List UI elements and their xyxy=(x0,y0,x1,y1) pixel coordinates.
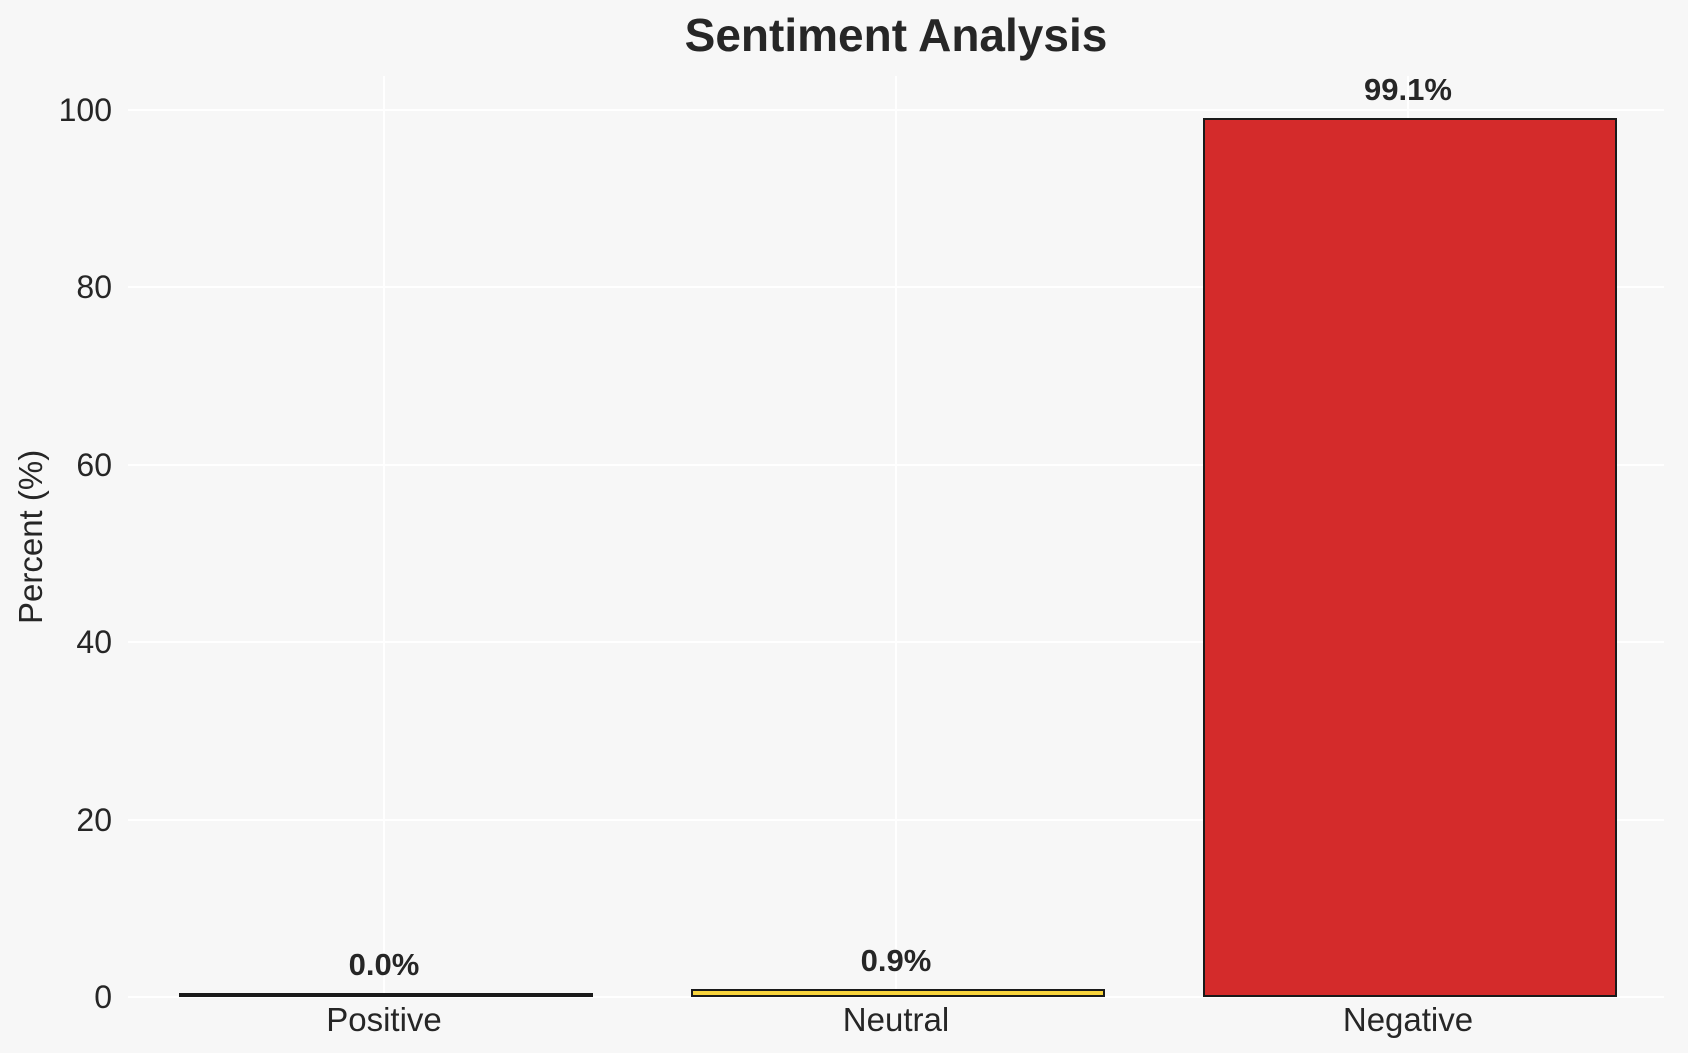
category-label-positive: Positive xyxy=(326,1001,442,1038)
y-tick-label-80: 80 xyxy=(76,269,112,306)
y-tick-label-40: 40 xyxy=(76,624,112,661)
h-gridline-0 xyxy=(128,996,1664,998)
bar-negative xyxy=(1203,118,1617,997)
y-tick-label-100: 100 xyxy=(58,92,112,128)
value-label-neutral: 0.9% xyxy=(860,943,932,978)
y-axis-label: Percent (%) xyxy=(12,449,49,624)
bar-neutral xyxy=(691,989,1105,997)
v-gridline-positive xyxy=(383,76,385,997)
y-tick-label-20: 20 xyxy=(76,801,112,838)
category-label-negative: Negative xyxy=(1342,1001,1474,1038)
y-tick-label-60: 60 xyxy=(76,446,112,483)
y-tick-label-0: 0 xyxy=(94,979,112,1015)
value-label-positive: 0.0% xyxy=(348,947,420,982)
category-label-neutral: Neutral xyxy=(842,1001,950,1038)
bar-positive xyxy=(179,993,593,997)
v-gridline-neutral xyxy=(895,76,897,997)
value-label-negative: 99.1% xyxy=(1364,72,1452,107)
plot-area: 0.0% 0.9% 99.1% xyxy=(128,72,1664,998)
chart-title: Sentiment Analysis xyxy=(684,9,1108,61)
